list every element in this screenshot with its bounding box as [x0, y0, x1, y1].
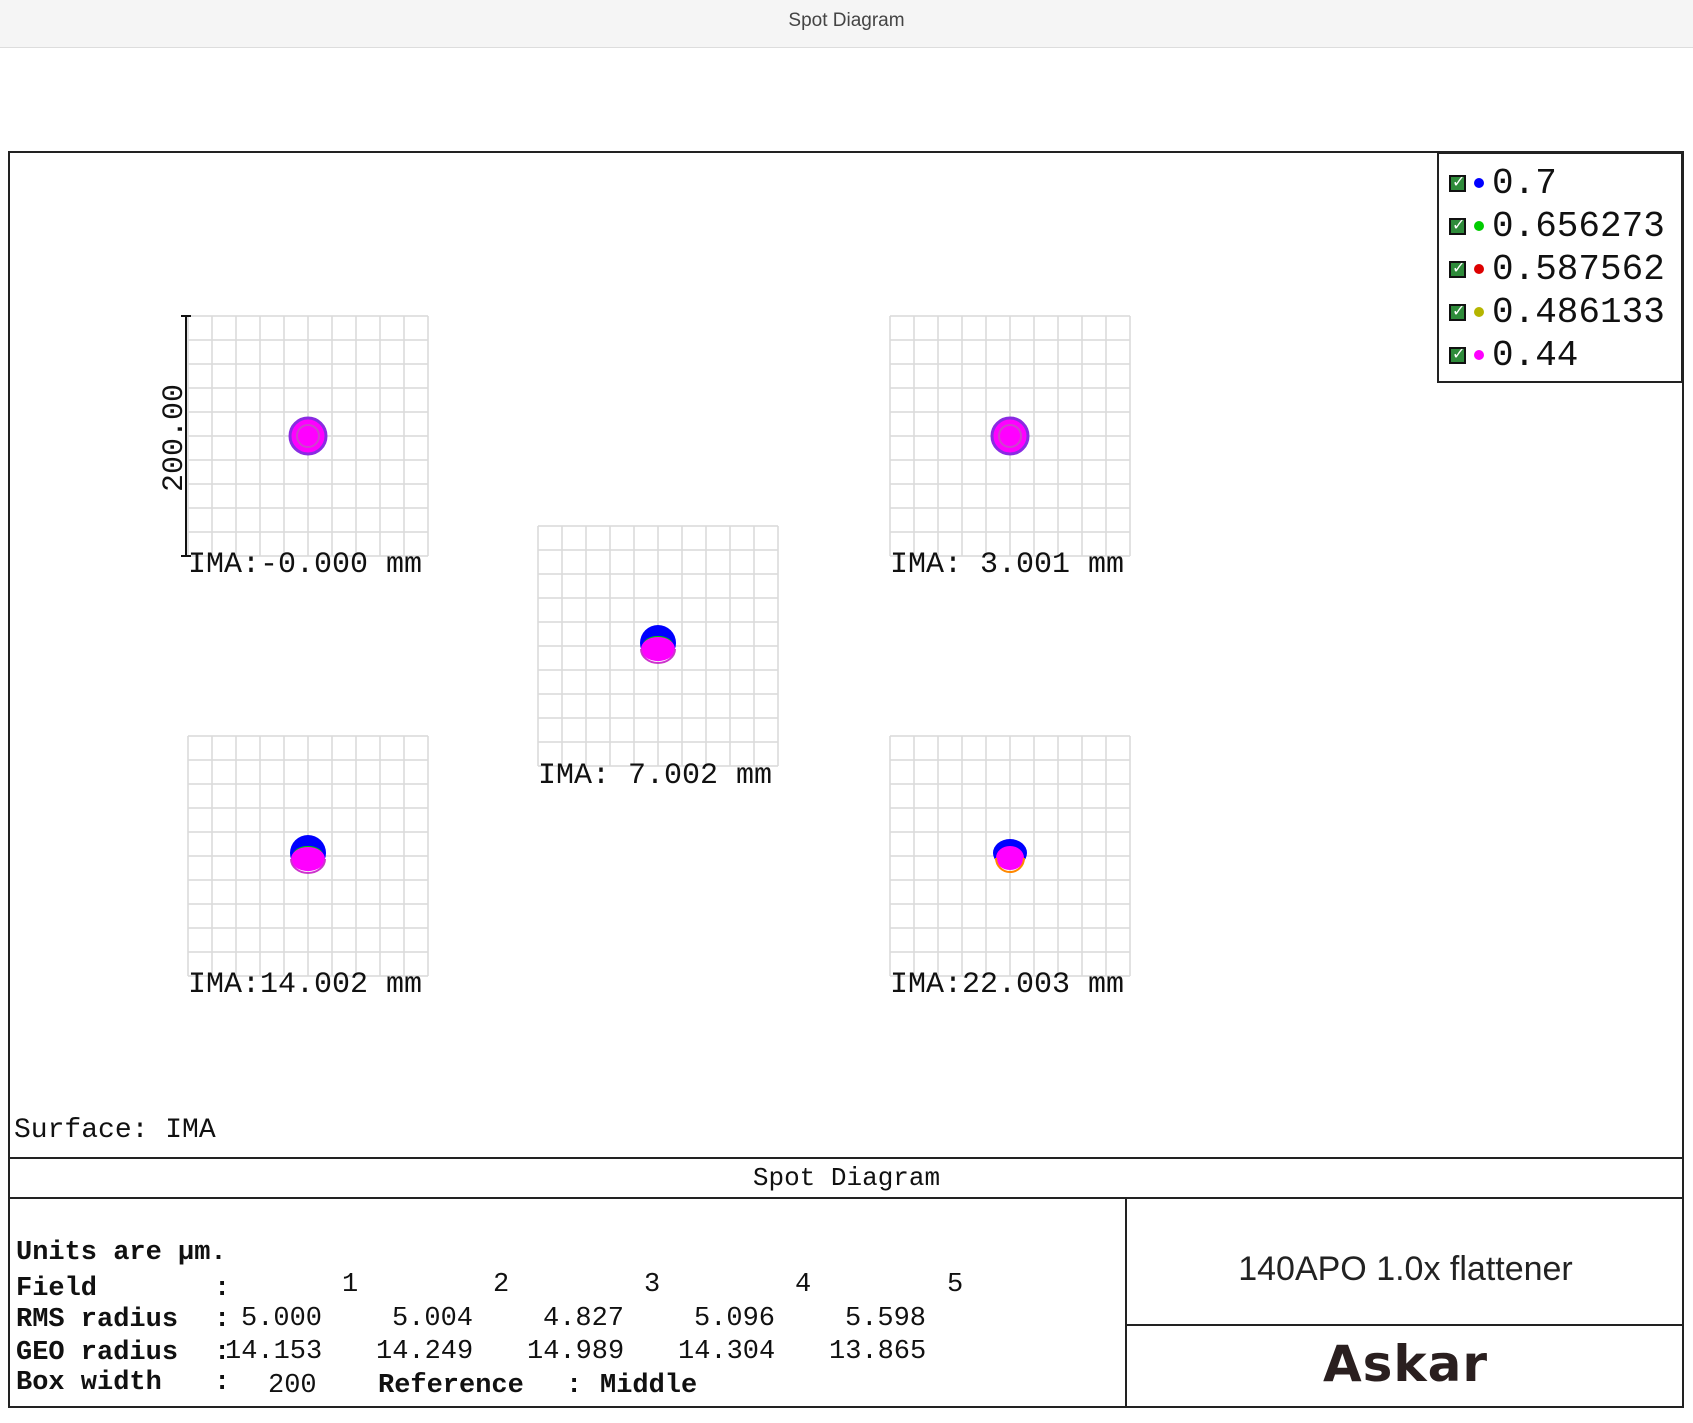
legend-item-1[interactable]: 0.7	[1449, 162, 1557, 204]
project-name: 140APO 1.0x flattener	[1238, 1250, 1573, 1288]
box-label: Box width	[16, 1368, 162, 1398]
legend-dot-1	[1474, 178, 1484, 188]
spot-label-4: IMA:14.002 mm	[188, 968, 423, 1002]
reference-colon: :	[566, 1371, 583, 1401]
scale-label: 200.00	[158, 383, 192, 492]
footer-divider-right	[1125, 1324, 1684, 1326]
scale-bar	[181, 315, 191, 557]
spot-label-3: IMA: 7.002 mm	[538, 759, 773, 793]
legend-label-3: 0.587562	[1492, 248, 1665, 290]
geo-value-2: 14.249	[376, 1337, 474, 1367]
spot-5	[993, 839, 1027, 873]
spot-box-1	[187, 315, 429, 557]
spot-label-5: IMA:22.003 mm	[890, 968, 1125, 1002]
box-colon: :	[214, 1368, 231, 1398]
rms-value-5: 5.598	[845, 1304, 927, 1334]
rms-value-3: 4.827	[543, 1304, 625, 1334]
legend-label-5: 0.44	[1492, 334, 1579, 376]
checkbox-icon[interactable]	[1449, 344, 1466, 364]
wavelength-legend: 0.7 0.656273 0.587562 0.486133 0.44	[1437, 152, 1683, 383]
reference-label: Reference	[378, 1371, 524, 1401]
legend-dot-3	[1474, 264, 1484, 274]
legend-dot-2	[1474, 221, 1484, 231]
footer-divider-mid	[8, 1197, 1684, 1199]
legend-label-4: 0.486133	[1492, 291, 1665, 333]
footer-divider-top	[8, 1157, 1684, 1159]
geo-value-5: 13.865	[829, 1337, 927, 1367]
units-text: Units are µm.	[16, 1238, 227, 1268]
rms-colon: :	[214, 1305, 231, 1335]
rms-label: RMS radius	[16, 1305, 179, 1335]
field-2: 2	[493, 1270, 510, 1300]
geo-value-3: 14.989	[527, 1337, 625, 1367]
legend-item-3[interactable]: 0.587562	[1449, 248, 1665, 290]
footer-title: Spot Diagram	[752, 1163, 941, 1193]
spot-2	[990, 416, 1030, 456]
legend-label-2: 0.656273	[1492, 205, 1665, 247]
checkbox-icon[interactable]	[1449, 301, 1466, 321]
legend-label-1: 0.7	[1492, 162, 1557, 204]
checkbox-icon[interactable]	[1449, 258, 1466, 278]
spot-box-2	[889, 315, 1131, 557]
geo-colon: :	[214, 1338, 231, 1368]
surface-label: Surface: IMA	[14, 1115, 216, 1146]
spot-3	[640, 625, 676, 664]
window-titlebar: Spot Diagram	[0, 0, 1693, 48]
geo-value-1: 14.153	[225, 1337, 323, 1367]
field-5: 5	[947, 1270, 964, 1300]
rms-value-4: 5.096	[694, 1304, 776, 1334]
askar-logo: Askar	[1322, 1335, 1489, 1393]
spot-label-2: IMA: 3.001 mm	[890, 548, 1125, 582]
box-value: 200	[268, 1371, 317, 1401]
geo-label: GEO radius	[16, 1338, 179, 1368]
spot-4	[290, 835, 326, 874]
rms-value-1: 5.000	[241, 1304, 323, 1334]
spot-1	[288, 416, 328, 456]
field-1: 1	[342, 1270, 359, 1300]
rms-value-2: 5.004	[392, 1304, 474, 1334]
spot-box-5	[889, 735, 1131, 977]
geo-value-4: 14.304	[678, 1337, 776, 1367]
legend-dot-5	[1474, 350, 1484, 360]
footer-divider-vertical	[1125, 1197, 1127, 1408]
reference-value: Middle	[600, 1371, 698, 1401]
field-label: Field	[16, 1274, 98, 1304]
window-title: Spot Diagram	[788, 10, 905, 31]
legend-item-4[interactable]: 0.486133	[1449, 291, 1665, 333]
field-colon: :	[214, 1274, 231, 1304]
legend-dot-4	[1474, 307, 1484, 317]
legend-item-5[interactable]: 0.44	[1449, 334, 1578, 376]
legend-item-2[interactable]: 0.656273	[1449, 205, 1665, 247]
checkbox-icon[interactable]	[1449, 172, 1466, 192]
checkbox-icon[interactable]	[1449, 215, 1466, 235]
spot-label-1: IMA:-0.000 mm	[188, 548, 423, 582]
field-4: 4	[795, 1270, 812, 1300]
field-3: 3	[644, 1270, 661, 1300]
